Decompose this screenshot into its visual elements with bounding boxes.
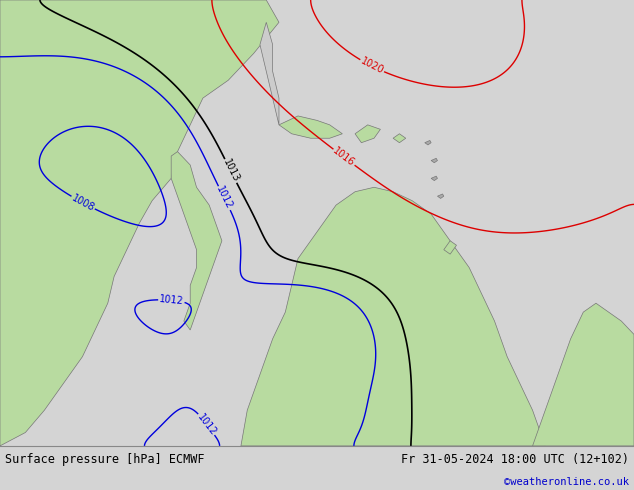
Text: 1016: 1016: [331, 146, 357, 169]
Polygon shape: [260, 22, 279, 125]
Polygon shape: [431, 176, 437, 181]
Text: 1012: 1012: [214, 185, 235, 211]
Text: 1012: 1012: [195, 412, 218, 437]
Text: 1013: 1013: [221, 158, 241, 184]
Polygon shape: [241, 187, 545, 446]
Polygon shape: [355, 125, 380, 143]
Polygon shape: [171, 151, 222, 330]
Text: 1012: 1012: [158, 294, 184, 306]
Polygon shape: [425, 141, 431, 145]
Polygon shape: [431, 158, 437, 163]
Text: Fr 31-05-2024 18:00 UTC (12+102): Fr 31-05-2024 18:00 UTC (12+102): [401, 453, 629, 466]
Polygon shape: [437, 194, 444, 198]
Polygon shape: [279, 116, 342, 138]
Polygon shape: [0, 0, 279, 446]
Text: 1020: 1020: [359, 56, 385, 76]
Text: Surface pressure [hPa] ECMWF: Surface pressure [hPa] ECMWF: [5, 453, 205, 466]
Text: 1008: 1008: [70, 193, 96, 213]
Text: ©weatheronline.co.uk: ©weatheronline.co.uk: [504, 477, 629, 487]
Polygon shape: [444, 241, 456, 254]
Polygon shape: [533, 303, 634, 446]
Polygon shape: [393, 134, 406, 143]
